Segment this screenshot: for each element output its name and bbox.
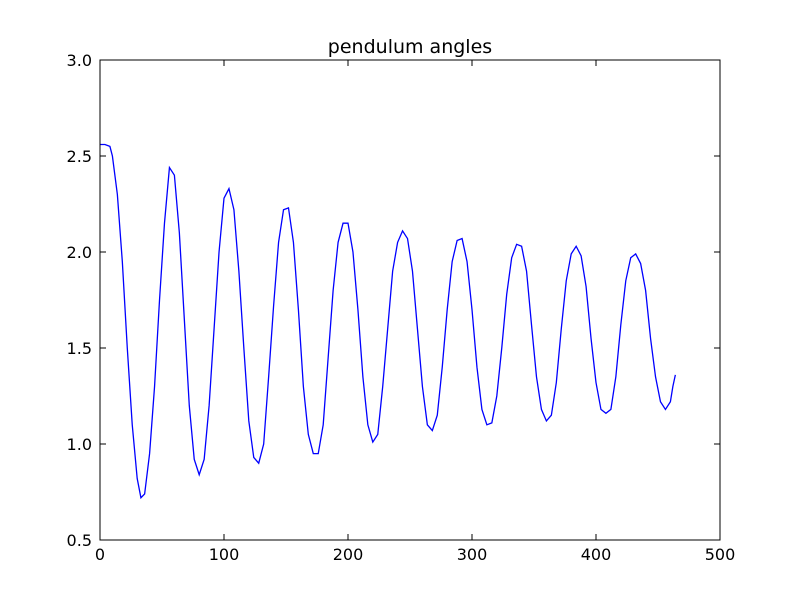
y-tick-label: 0.5 bbox=[67, 531, 92, 550]
y-tick-label: 3.0 bbox=[67, 51, 92, 70]
x-tick-label: 100 bbox=[209, 545, 240, 564]
x-tick-label: 200 bbox=[333, 545, 364, 564]
x-tick-label: 400 bbox=[581, 545, 612, 564]
plot-frame bbox=[99, 59, 721, 541]
y-tick-label: 1.0 bbox=[67, 435, 92, 454]
x-tick-label: 0 bbox=[95, 545, 105, 564]
y-tick-label: 2.5 bbox=[67, 147, 92, 166]
y-tick-label: 1.5 bbox=[67, 339, 92, 358]
x-tick-label: 500 bbox=[705, 545, 736, 564]
x-tick-label: 300 bbox=[457, 545, 488, 564]
pendulum-angle-line bbox=[100, 143, 676, 500]
axis-ticks: 0 100 200 300 400 500 0.5 1.0 1.5 2.0 2.5 3.0 bbox=[67, 51, 736, 564]
y-tick-label: 2.0 bbox=[67, 243, 92, 262]
chart-title: pendulum angles bbox=[328, 36, 492, 58]
